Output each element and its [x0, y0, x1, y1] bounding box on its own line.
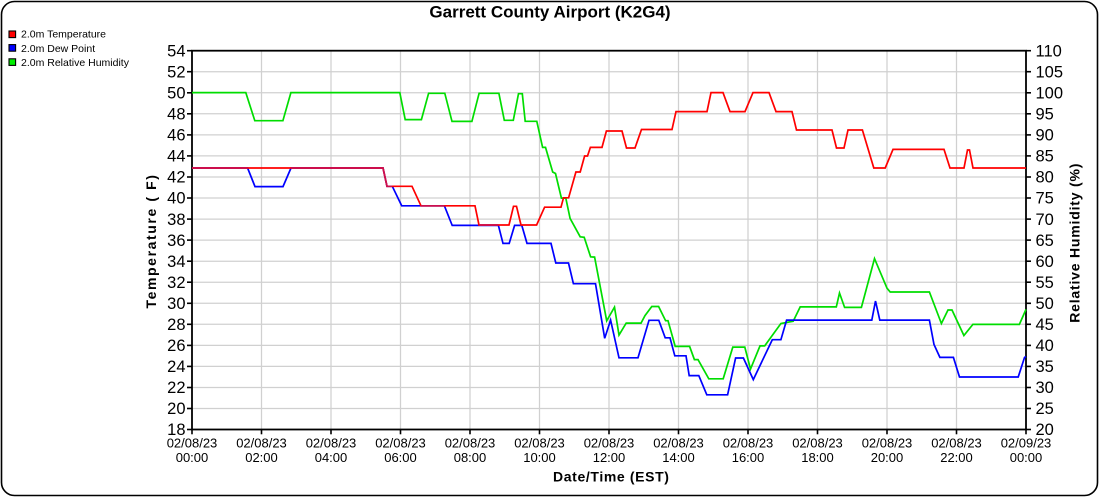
svg-text:26: 26 — [167, 337, 185, 355]
svg-text:02/09/23: 02/09/23 — [1001, 436, 1052, 451]
svg-text:44: 44 — [167, 148, 185, 166]
svg-text:65: 65 — [1036, 232, 1054, 250]
svg-text:02/08/23: 02/08/23 — [375, 436, 426, 451]
svg-text:Relative Humidity (%): Relative Humidity (%) — [1067, 163, 1083, 323]
svg-text:18:00: 18:00 — [801, 450, 834, 465]
svg-text:Garrett County Airport (K2G4): Garrett County Airport (K2G4) — [429, 3, 670, 22]
svg-text:14:00: 14:00 — [662, 450, 695, 465]
svg-text:2.0m Dew Point: 2.0m Dew Point — [21, 43, 95, 55]
svg-text:30: 30 — [1036, 379, 1054, 397]
svg-text:38: 38 — [167, 211, 185, 229]
svg-text:06:00: 06:00 — [384, 450, 417, 465]
svg-text:35: 35 — [1036, 358, 1054, 376]
svg-text:50: 50 — [1036, 295, 1054, 313]
svg-text:02/08/23: 02/08/23 — [514, 436, 565, 451]
svg-text:00:00: 00:00 — [176, 450, 209, 465]
svg-text:34: 34 — [167, 253, 185, 271]
svg-text:80: 80 — [1036, 169, 1054, 187]
svg-text:42: 42 — [167, 169, 185, 187]
svg-text:02/08/23: 02/08/23 — [584, 436, 635, 451]
svg-text:02/08/23: 02/08/23 — [653, 436, 704, 451]
svg-text:70: 70 — [1036, 211, 1054, 229]
svg-text:30: 30 — [167, 295, 185, 313]
svg-text:50: 50 — [167, 85, 185, 103]
svg-text:105: 105 — [1036, 63, 1064, 81]
svg-text:48: 48 — [167, 106, 185, 124]
svg-text:110: 110 — [1036, 42, 1062, 60]
svg-text:54: 54 — [167, 42, 185, 60]
svg-text:20: 20 — [1036, 421, 1054, 439]
svg-text:90: 90 — [1036, 127, 1054, 145]
svg-text:100: 100 — [1036, 85, 1064, 103]
svg-text:Date/Time (EST): Date/Time (EST) — [553, 469, 670, 485]
svg-text:85: 85 — [1036, 148, 1054, 166]
svg-text:02/08/23: 02/08/23 — [445, 436, 496, 451]
svg-text:08:00: 08:00 — [454, 450, 487, 465]
svg-text:18: 18 — [167, 421, 185, 439]
svg-text:02/08/23: 02/08/23 — [792, 436, 843, 451]
svg-text:24: 24 — [167, 358, 185, 376]
svg-text:02/08/23: 02/08/23 — [236, 436, 287, 451]
svg-text:04:00: 04:00 — [315, 450, 348, 465]
svg-text:02/08/23: 02/08/23 — [306, 436, 357, 451]
svg-text:95: 95 — [1036, 106, 1054, 124]
svg-text:36: 36 — [167, 232, 185, 250]
svg-text:52: 52 — [167, 63, 185, 81]
svg-text:25: 25 — [1036, 400, 1054, 418]
svg-text:12:00: 12:00 — [593, 450, 626, 465]
svg-text:02/08/23: 02/08/23 — [167, 436, 218, 451]
svg-text:22: 22 — [167, 379, 185, 397]
svg-text:46: 46 — [167, 127, 185, 145]
svg-text:02/08/23: 02/08/23 — [862, 436, 913, 451]
svg-text:75: 75 — [1036, 190, 1054, 208]
svg-text:22:00: 22:00 — [940, 450, 973, 465]
svg-text:40: 40 — [1036, 337, 1054, 355]
svg-text:2.0m Temperature: 2.0m Temperature — [21, 29, 106, 41]
svg-text:Temperature ( F): Temperature ( F) — [143, 173, 159, 308]
svg-text:60: 60 — [1036, 253, 1054, 271]
svg-text:55: 55 — [1036, 274, 1054, 292]
svg-text:10:00: 10:00 — [523, 450, 556, 465]
svg-text:16:00: 16:00 — [732, 450, 765, 465]
svg-text:20: 20 — [167, 400, 185, 418]
svg-text:20:00: 20:00 — [871, 450, 904, 465]
svg-text:02/08/23: 02/08/23 — [931, 436, 982, 451]
svg-text:45: 45 — [1036, 316, 1054, 334]
svg-text:28: 28 — [167, 316, 185, 334]
svg-text:02/08/23: 02/08/23 — [723, 436, 774, 451]
svg-text:00:00: 00:00 — [1010, 450, 1043, 465]
svg-text:02:00: 02:00 — [245, 450, 278, 465]
svg-text:32: 32 — [167, 274, 185, 292]
svg-text:2.0m Relative Humidity: 2.0m Relative Humidity — [21, 57, 130, 69]
svg-text:40: 40 — [167, 190, 185, 208]
